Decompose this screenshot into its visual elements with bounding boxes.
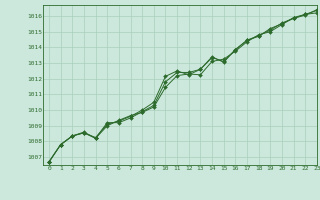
Text: Graphe pression niveau de la mer (hPa): Graphe pression niveau de la mer (hPa) — [65, 186, 255, 195]
